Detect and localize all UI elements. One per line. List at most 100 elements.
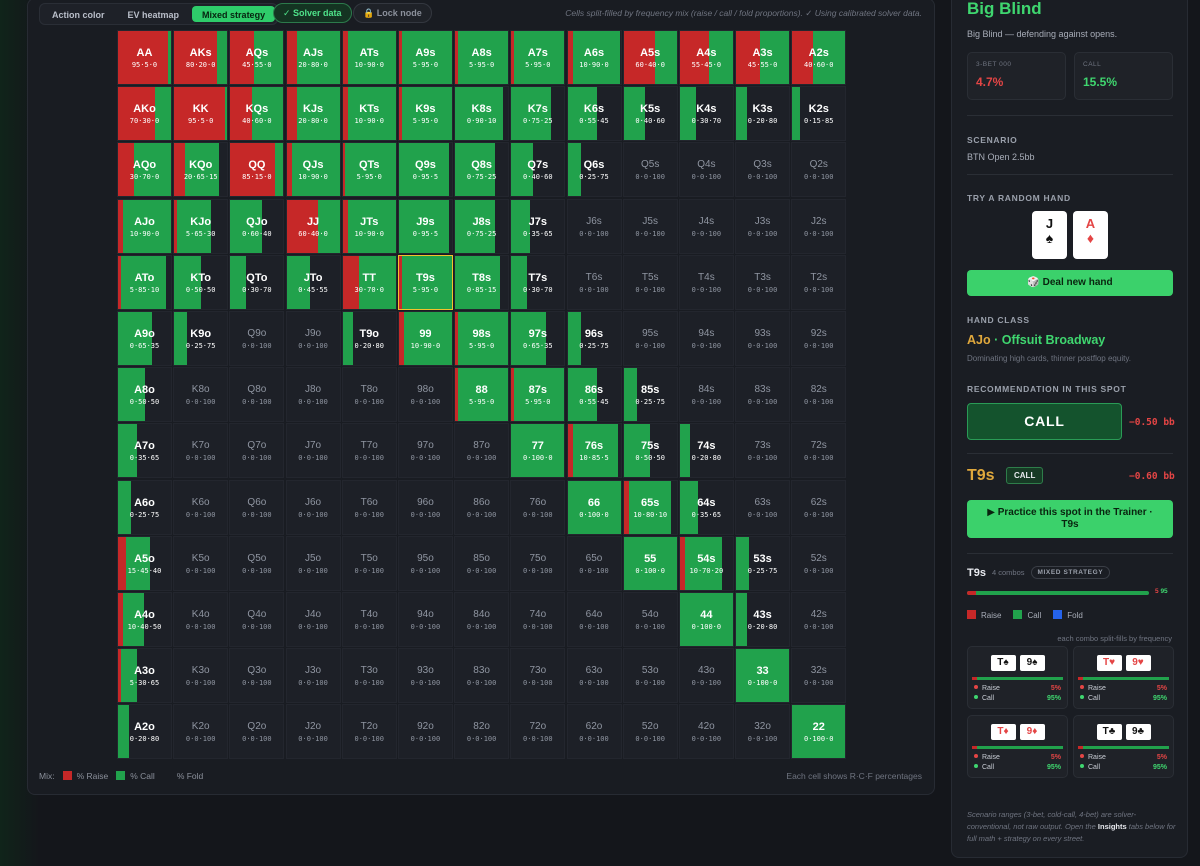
lock-node-pill[interactable]: 🔒 Lock node bbox=[353, 3, 432, 23]
hand-cell-AA[interactable]: AA 95·5·0 bbox=[117, 30, 172, 85]
hand-cell-A4s[interactable]: A4s 55·45·0 bbox=[678, 30, 734, 85]
hand-cell-73s[interactable]: 73s 0·0·100 bbox=[735, 423, 791, 479]
hand-cell-74s[interactable]: 74s 0·20·80 bbox=[678, 423, 734, 479]
hand-cell-Q6o[interactable]: Q6o 0·0·100 bbox=[229, 479, 285, 535]
hand-cell-AKo[interactable]: AKo 70·30·0 bbox=[117, 86, 172, 142]
hand-cell-Q5o[interactable]: Q5o 0·0·100 bbox=[229, 535, 285, 591]
hand-cell-98o[interactable]: 98o 0·0·100 bbox=[397, 367, 453, 423]
hand-cell-J4s[interactable]: J4s 0·0·100 bbox=[678, 198, 734, 254]
hand-cell-A8o[interactable]: A8o 0·50·50 bbox=[117, 367, 172, 423]
hand-cell-K7o[interactable]: K7o 0·0·100 bbox=[173, 423, 229, 479]
hand-cell-53s[interactable]: 53s 0·25·75 bbox=[735, 535, 791, 591]
hand-cell-Q2s[interactable]: Q2s 0·0·100 bbox=[791, 142, 847, 198]
hand-cell-75s[interactable]: 75s 0·50·50 bbox=[622, 423, 678, 479]
hand-cell-A2s[interactable]: A2s 40·60·0 bbox=[791, 30, 847, 85]
hand-cell-J3o[interactable]: J3o 0·0·100 bbox=[285, 648, 341, 704]
practice-trainer-button[interactable]: ▶ Practice this spot in the Trainer · T9… bbox=[967, 500, 1173, 538]
hand-cell-QTs[interactable]: QTs 5·95·0 bbox=[341, 142, 397, 198]
hand-cell-T8s[interactable]: T8s 0·85·15 bbox=[454, 254, 510, 310]
hand-cell-62o[interactable]: 62o 0·0·100 bbox=[566, 704, 622, 760]
hand-cell-82s[interactable]: 82s 0·0·100 bbox=[791, 367, 847, 423]
hand-cell-42o[interactable]: 42o 0·0·100 bbox=[678, 704, 734, 760]
hand-cell-KK[interactable]: KK 95·5·0 bbox=[173, 86, 229, 142]
hand-cell-53o[interactable]: 53o 0·0·100 bbox=[622, 648, 678, 704]
hand-cell-55[interactable]: 55 0·100·0 bbox=[622, 535, 678, 591]
hand-cell-T2s[interactable]: T2s 0·0·100 bbox=[791, 254, 847, 310]
hand-cell-72s[interactable]: 72s 0·0·100 bbox=[791, 423, 847, 479]
hand-cell-72o[interactable]: 72o 0·0·100 bbox=[510, 704, 566, 760]
hand-cell-KQo[interactable]: KQo 20·65·15 bbox=[173, 142, 229, 198]
hand-cell-97o[interactable]: 97o 0·0·100 bbox=[397, 423, 453, 479]
hand-cell-T6o[interactable]: T6o 0·0·100 bbox=[341, 479, 397, 535]
hand-cell-88[interactable]: 88 5·95·0 bbox=[454, 367, 510, 423]
hand-cell-J4o[interactable]: J4o 0·0·100 bbox=[285, 591, 341, 647]
combo-card-1[interactable]: T♠ 9♠ Raise 5% Call 95% bbox=[967, 646, 1068, 709]
hand-cell-K2o[interactable]: K2o 0·0·100 bbox=[173, 704, 229, 760]
hand-cell-A7s[interactable]: A7s 5·95·0 bbox=[510, 30, 566, 85]
hand-cell-Q3s[interactable]: Q3s 0·0·100 bbox=[735, 142, 791, 198]
hand-cell-JTo[interactable]: JTo 0·45·55 bbox=[285, 254, 341, 310]
hand-cell-KJo[interactable]: KJo 5·65·30 bbox=[173, 198, 229, 254]
hand-cell-Q8o[interactable]: Q8o 0·0·100 bbox=[229, 367, 285, 423]
hand-cell-74o[interactable]: 74o 0·0·100 bbox=[510, 591, 566, 647]
hand-cell-Q8s[interactable]: Q8s 0·75·25 bbox=[454, 142, 510, 198]
hand-cell-32o[interactable]: 32o 0·0·100 bbox=[735, 704, 791, 760]
hand-cell-K7s[interactable]: K7s 0·75·25 bbox=[510, 86, 566, 142]
hand-cell-44[interactable]: 44 0·100·0 bbox=[678, 591, 734, 647]
hand-cell-52s[interactable]: 52s 0·0·100 bbox=[791, 535, 847, 591]
hand-cell-T5s[interactable]: T5s 0·0·100 bbox=[622, 254, 678, 310]
hand-cell-87o[interactable]: 87o 0·0·100 bbox=[454, 423, 510, 479]
hand-cell-J5s[interactable]: J5s 0·0·100 bbox=[622, 198, 678, 254]
hand-cell-64s[interactable]: 64s 0·35·65 bbox=[678, 479, 734, 535]
hand-cell-Q4o[interactable]: Q4o 0·0·100 bbox=[229, 591, 285, 647]
hand-cell-Q4s[interactable]: Q4s 0·0·100 bbox=[678, 142, 734, 198]
hand-cell-J8o[interactable]: J8o 0·0·100 bbox=[285, 367, 341, 423]
hand-cell-TT[interactable]: TT 30·70·0 bbox=[341, 254, 397, 310]
hand-cell-KTo[interactable]: KTo 0·50·50 bbox=[173, 254, 229, 310]
hand-cell-95s[interactable]: 95s 0·0·100 bbox=[622, 310, 678, 366]
hand-cell-A6o[interactable]: A6o 0·25·75 bbox=[117, 479, 172, 535]
hand-cell-42s[interactable]: 42s 0·0·100 bbox=[791, 591, 847, 647]
hand-cell-JTs[interactable]: JTs 10·90·0 bbox=[341, 198, 397, 254]
deal-new-hand-button[interactable]: 🎲 Deal new hand bbox=[967, 270, 1173, 296]
hand-cell-43o[interactable]: 43o 0·0·100 bbox=[678, 648, 734, 704]
hand-cell-K8o[interactable]: K8o 0·0·100 bbox=[173, 367, 229, 423]
solver-data-pill[interactable]: ✓ Solver data bbox=[273, 3, 352, 23]
recommendation-call-button[interactable]: CALL bbox=[967, 403, 1122, 440]
hand-cell-J7o[interactable]: J7o 0·0·100 bbox=[285, 423, 341, 479]
hand-cell-AJo[interactable]: AJo 10·90·0 bbox=[117, 198, 172, 254]
hand-cell-T2o[interactable]: T2o 0·0·100 bbox=[341, 704, 397, 760]
hand-cell-AQo[interactable]: AQo 30·70·0 bbox=[117, 142, 172, 198]
hand-cell-J5o[interactable]: J5o 0·0·100 bbox=[285, 535, 341, 591]
hand-cell-Q5s[interactable]: Q5s 0·0·100 bbox=[622, 142, 678, 198]
hand-cell-86o[interactable]: 86o 0·0·100 bbox=[454, 479, 510, 535]
hand-cell-J8s[interactable]: J8s 0·75·25 bbox=[454, 198, 510, 254]
hand-cell-T9s[interactable]: T9s 5·95·0 bbox=[397, 254, 453, 310]
hand-cell-KQs[interactable]: KQs 40·60·0 bbox=[229, 86, 285, 142]
hand-cell-KTs[interactable]: KTs 10·90·0 bbox=[341, 86, 397, 142]
hand-cell-K6s[interactable]: K6s 0·55·45 bbox=[566, 86, 622, 142]
hand-cell-82o[interactable]: 82o 0·0·100 bbox=[454, 704, 510, 760]
tab-action-color[interactable]: Action color bbox=[52, 10, 105, 20]
hand-cell-QJo[interactable]: QJo 0·60·40 bbox=[229, 198, 285, 254]
hand-cell-94s[interactable]: 94s 0·0·100 bbox=[678, 310, 734, 366]
hand-cell-66[interactable]: 66 0·100·0 bbox=[566, 479, 622, 535]
hand-cell-95o[interactable]: 95o 0·0·100 bbox=[397, 535, 453, 591]
hand-cell-83s[interactable]: 83s 0·0·100 bbox=[735, 367, 791, 423]
hand-cell-85s[interactable]: 85s 0·25·75 bbox=[622, 367, 678, 423]
hand-cell-T5o[interactable]: T5o 0·0·100 bbox=[341, 535, 397, 591]
hand-cell-J7s[interactable]: J7s 0·35·65 bbox=[510, 198, 566, 254]
hand-cell-86s[interactable]: 86s 0·55·45 bbox=[566, 367, 622, 423]
hand-cell-65s[interactable]: 65s 10·80·10 bbox=[622, 479, 678, 535]
hand-cell-K4o[interactable]: K4o 0·0·100 bbox=[173, 591, 229, 647]
hand-cell-32s[interactable]: 32s 0·0·100 bbox=[791, 648, 847, 704]
hand-cell-96s[interactable]: 96s 0·25·75 bbox=[566, 310, 622, 366]
combo-card-3[interactable]: T♦ 9♦ Raise 5% Call 95% bbox=[967, 715, 1068, 778]
hand-cell-87s[interactable]: 87s 5·95·0 bbox=[510, 367, 566, 423]
hand-cell-22[interactable]: 22 0·100·0 bbox=[791, 704, 847, 760]
hand-cell-K5s[interactable]: K5s 0·40·60 bbox=[622, 86, 678, 142]
hand-cell-K3s[interactable]: K3s 0·20·80 bbox=[735, 86, 791, 142]
hand-cell-A9s[interactable]: A9s 5·95·0 bbox=[397, 30, 453, 85]
hand-cell-J2o[interactable]: J2o 0·0·100 bbox=[285, 704, 341, 760]
hand-cell-K5o[interactable]: K5o 0·0·100 bbox=[173, 535, 229, 591]
